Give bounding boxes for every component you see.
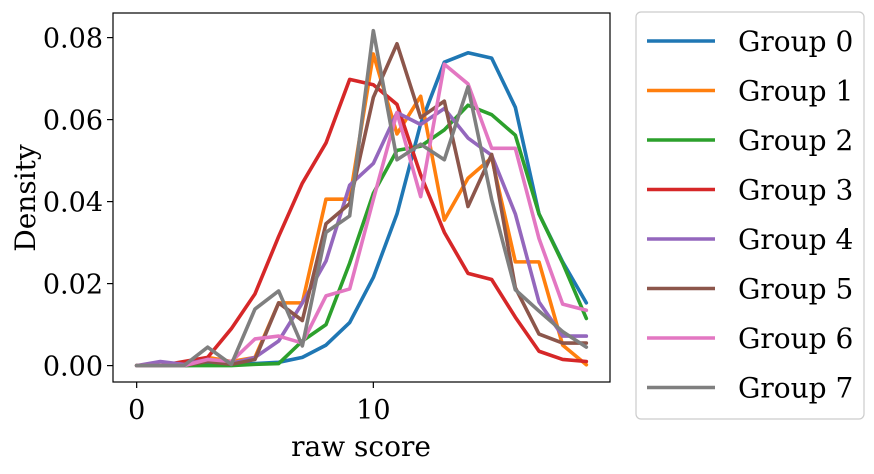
series-line-group-7 bbox=[134, 28, 589, 368]
y-axis-label: Density bbox=[9, 144, 42, 252]
plot-area: 0 10 0.00 0.02 0.04 0.06 0.08 bbox=[43, 12, 611, 426]
legend-label-group-7: Group 7 bbox=[738, 372, 853, 405]
legend-label-group-3: Group 3 bbox=[738, 174, 853, 207]
y-tick-label: 0.04 bbox=[43, 188, 103, 219]
series-line-group-2 bbox=[134, 103, 589, 368]
y-tick-label: 0.08 bbox=[43, 24, 103, 55]
y-tick-label: 0.00 bbox=[43, 352, 103, 383]
legend-items: Group 0 Group 1 Group 2 Group 3 Group 4 Group… bbox=[647, 25, 853, 405]
x-axis-label: raw score bbox=[291, 430, 431, 463]
series-line-group-3 bbox=[134, 77, 589, 368]
legend-label-group-5: Group 5 bbox=[738, 273, 853, 306]
x-tick-label: 10 bbox=[356, 395, 390, 426]
y-tick-label: 0.06 bbox=[43, 106, 103, 137]
legend-label-group-4: Group 4 bbox=[738, 223, 853, 256]
legend-label-group-2: Group 2 bbox=[738, 124, 853, 157]
legend-frame bbox=[635, 11, 865, 420]
y-tick-label: 0.02 bbox=[43, 270, 103, 301]
series-layer bbox=[134, 28, 589, 368]
ticks-layer: 0 10 0.00 0.02 0.04 0.06 0.08 bbox=[43, 24, 391, 426]
legend-label-group-1: Group 1 bbox=[738, 75, 853, 108]
x-tick-label: 0 bbox=[128, 395, 145, 426]
legend-label-group-0: Group 0 bbox=[738, 25, 853, 58]
series-line-group-5 bbox=[134, 41, 589, 368]
legend: Group 0 Group 1 Group 2 Group 3 Group 4 Group… bbox=[635, 11, 865, 420]
legend-label-group-6: Group 6 bbox=[738, 322, 853, 355]
series-line-group-6 bbox=[134, 62, 589, 368]
